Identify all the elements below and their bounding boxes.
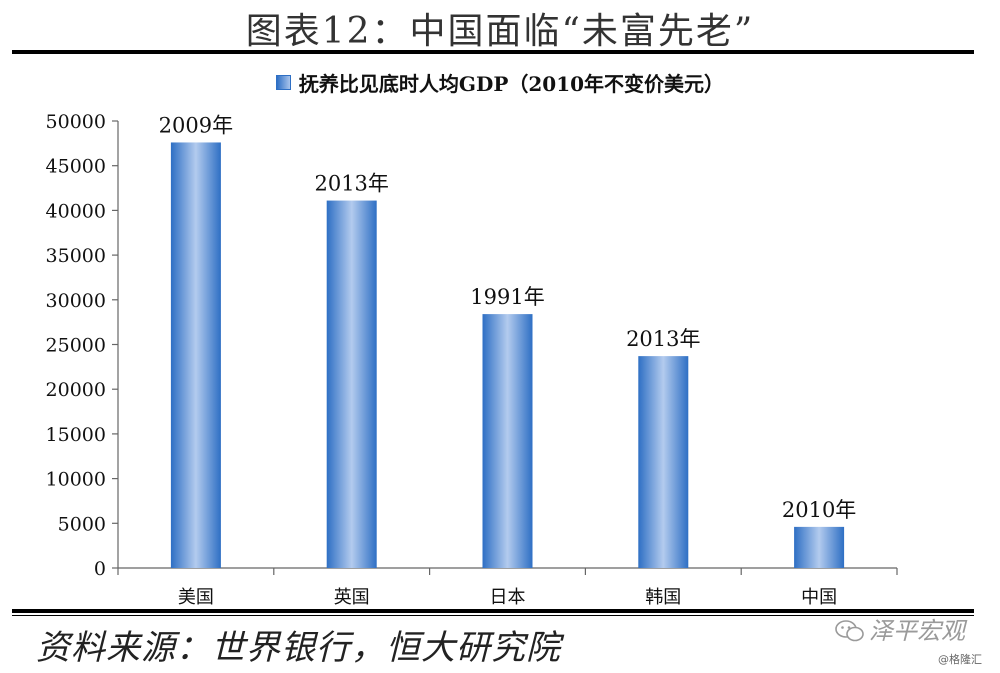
data-label: 2013年 bbox=[626, 327, 700, 351]
y-tick-label: 30000 bbox=[46, 290, 106, 312]
bottom-rule-thick bbox=[12, 609, 974, 613]
y-tick-label: 35000 bbox=[46, 245, 106, 267]
y-tick-label: 10000 bbox=[46, 469, 106, 491]
watermark: 泽平宏观 bbox=[835, 611, 965, 646]
y-tick-label: 5000 bbox=[58, 513, 106, 535]
x-tick-label: 日本 bbox=[490, 587, 526, 608]
data-label: 1991年 bbox=[470, 285, 544, 309]
y-tick-label: 15000 bbox=[46, 424, 106, 446]
figure-title: 图表12：中国面临“未富先老” bbox=[245, 11, 755, 52]
y-tick-label: 20000 bbox=[46, 379, 106, 401]
bar bbox=[638, 356, 689, 568]
x-tick-label: 韩国 bbox=[645, 587, 681, 608]
data-label: 2009年 bbox=[159, 113, 233, 137]
x-tick-label: 美国 bbox=[178, 587, 214, 608]
bottom-rule-thin bbox=[12, 615, 974, 616]
bar bbox=[482, 314, 533, 568]
y-tick-label: 40000 bbox=[46, 200, 106, 222]
bar bbox=[794, 526, 845, 568]
y-tick-label: 45000 bbox=[46, 156, 106, 178]
legend-label: 抚养比见底时人均GDP（2010年不变价美元） bbox=[298, 72, 725, 96]
chart-labels: 2009年 2013年 1991年 2013年 2010年 bbox=[159, 113, 857, 521]
y-tick-label: 25000 bbox=[46, 335, 106, 357]
bar bbox=[170, 142, 221, 568]
watermark-small: @格隆汇 bbox=[938, 653, 982, 666]
x-tick-label: 英国 bbox=[334, 587, 370, 608]
bar bbox=[326, 200, 377, 569]
y-tick-label: 50000 bbox=[46, 111, 106, 133]
source-note: 资料来源：世界银行，恒大研究院 bbox=[36, 628, 561, 668]
data-label: 2013年 bbox=[314, 172, 388, 196]
chart-axes: 0 5000 10000 15000 20000 25000 30000 35000 40000… bbox=[46, 111, 898, 608]
wechat-icon bbox=[835, 620, 864, 642]
top-rule bbox=[12, 50, 974, 54]
watermark-text: 泽平宏观 bbox=[869, 617, 965, 645]
chart-bars bbox=[170, 142, 845, 569]
legend-swatch bbox=[275, 75, 291, 90]
chart-legend: 抚养比见底时人均GDP（2010年不变价美元） bbox=[0, 68, 1000, 97]
x-tick-label: 中国 bbox=[801, 587, 837, 608]
data-label: 2010年 bbox=[782, 498, 856, 522]
y-tick-label: 0 bbox=[94, 558, 106, 580]
